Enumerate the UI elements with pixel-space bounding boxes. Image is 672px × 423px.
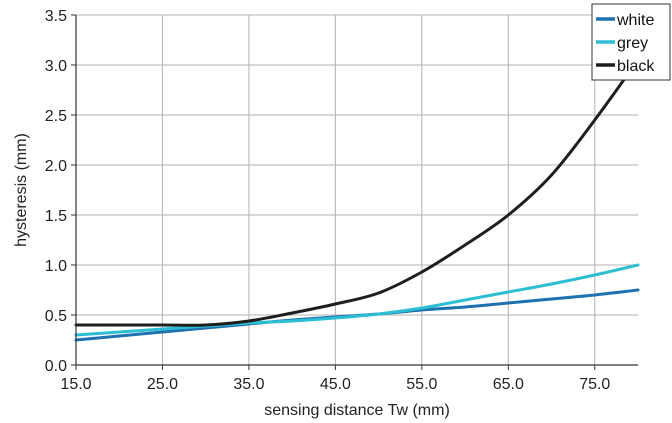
legend-label-black: black (617, 58, 655, 75)
series-line-black (74, 58, 640, 327)
x-tick-label: 35.0 (233, 376, 264, 393)
series-line-grey (74, 263, 640, 337)
y-tick-labels: 0.0 0.5 1.0 1.5 2.0 2.5 3.0 3.5 (45, 8, 67, 375)
x-axis-title: sensing distance Tw (mm) (264, 402, 450, 419)
x-tick-label: 15.0 (60, 376, 91, 393)
y-tick-label: 3.5 (45, 8, 67, 25)
y-tick-label: 2.0 (45, 158, 67, 175)
x-tick-labels: 15.0 25.0 35.0 45.0 55.0 65.0 75.0 (60, 376, 610, 393)
series-lines (74, 58, 640, 342)
y-axis-title: hysteresis (mm) (13, 133, 30, 247)
y-tick-label: 0.0 (45, 358, 67, 375)
legend: white grey black (591, 3, 671, 81)
x-tick-label: 45.0 (320, 376, 351, 393)
grid (75, 14, 638, 366)
y-tick-label: 3.0 (45, 58, 67, 75)
y-tick-label: 2.5 (45, 108, 67, 125)
x-tick-label: 55.0 (406, 376, 437, 393)
x-tick-label: 25.0 (147, 376, 178, 393)
legend-label-white: white (616, 12, 654, 29)
x-tick-label: 75.0 (579, 376, 610, 393)
x-tick-label: 65.0 (493, 376, 524, 393)
y-tick-label: 1.0 (45, 258, 67, 275)
y-tick-label: 0.5 (45, 308, 67, 325)
legend-label-grey: grey (617, 35, 648, 52)
plot-frame (71, 14, 638, 370)
y-tick-label: 1.5 (45, 208, 67, 225)
